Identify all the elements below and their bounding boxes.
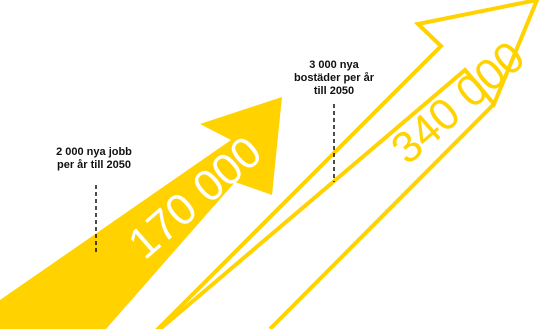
jobs-arrow-shape xyxy=(0,97,282,329)
jobs-note: 2 000 nya jobb per år till 2050 xyxy=(38,146,150,172)
homes-arrow-inner-edge xyxy=(268,102,496,329)
jobs-note-line-1: 2 000 nya jobb xyxy=(56,146,132,158)
homes-arrow-shape xyxy=(155,0,540,329)
jobs-arrow: 170 000 xyxy=(0,97,282,329)
jobs-note-line-2: per år till 2050 xyxy=(57,159,131,171)
homes-note-line-1: 3 000 nya xyxy=(309,59,359,71)
homes-note-line-2: bostäder per år xyxy=(293,72,375,84)
homes-note: 3 000 nya bostäder per år till 2050 xyxy=(278,59,390,98)
homes-arrow-value: 340 000 xyxy=(382,32,534,173)
homes-note-line-3: till 2050 xyxy=(313,85,355,97)
